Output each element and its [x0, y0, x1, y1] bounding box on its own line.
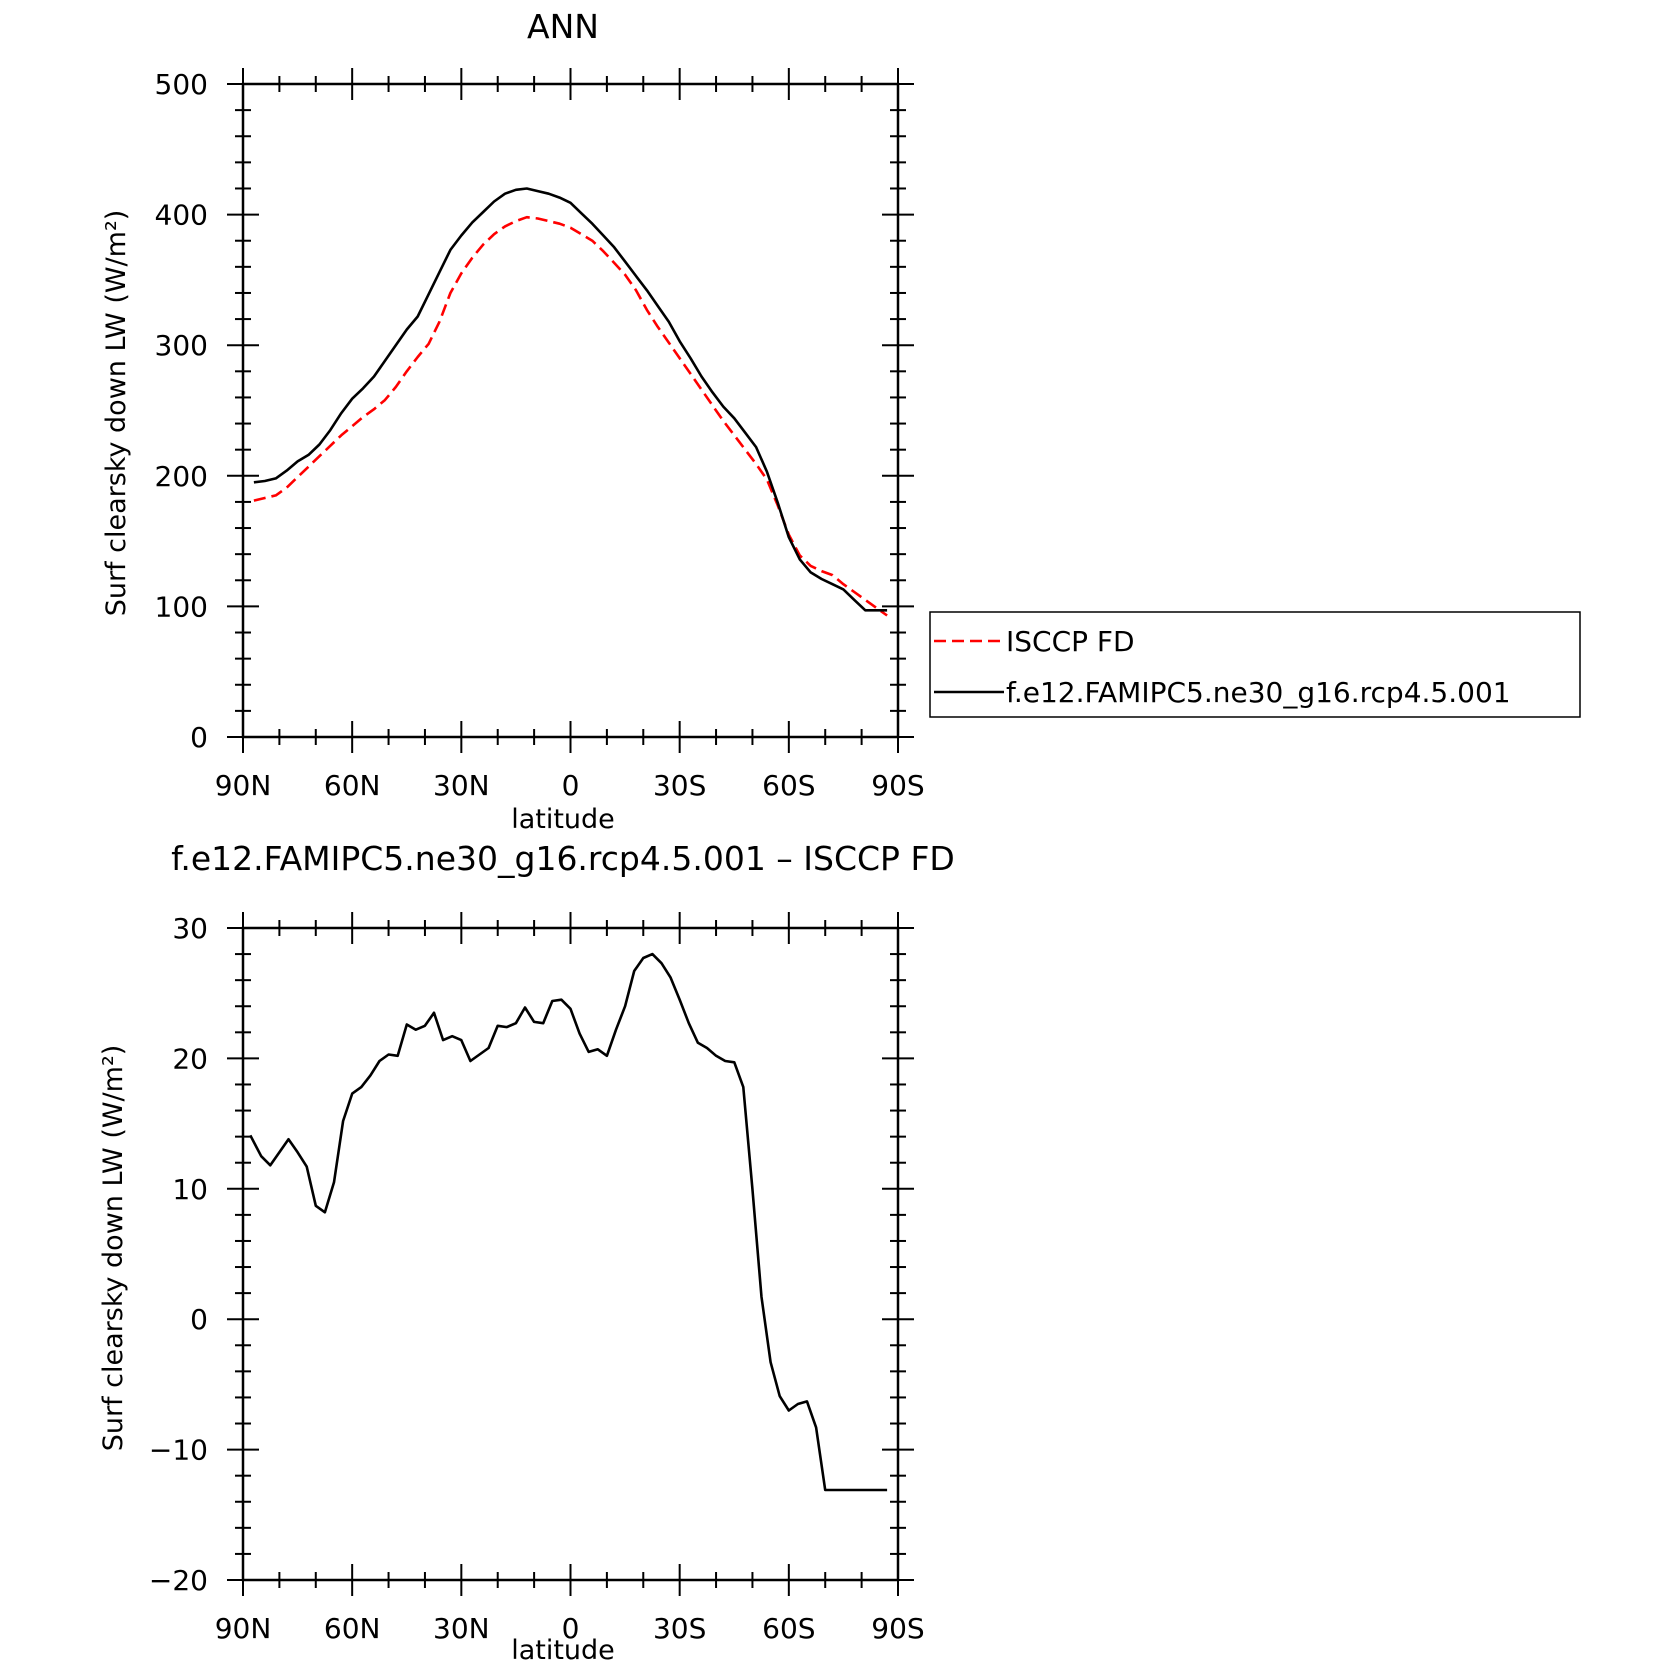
top-y-tick-label: 100 — [155, 590, 208, 623]
top-y-tick-label: 0 — [190, 721, 208, 754]
bottom-y-tick-label: 10 — [172, 1173, 208, 1206]
bottom-x-tick-label: 0 — [562, 1612, 580, 1645]
bottom-plot-frame — [241, 926, 900, 1582]
top-series-line-isccp-fd — [253, 215, 888, 617]
top-x-tick-label: 30S — [653, 769, 706, 802]
top-x-tick-label: 60S — [762, 769, 815, 802]
bottom-series-line-difference — [249, 952, 888, 1492]
top-series-group — [253, 187, 888, 617]
bottom-panel: f.e12.FAMIPC5.ne30_g16.rcp4.5.001 – ISCC… — [98, 839, 955, 1666]
legend: ISCCP FD f.e12.FAMIPC5.ne30_g16.rcp4.5.0… — [929, 611, 1581, 718]
top-x-tick-label: 0 — [562, 769, 580, 802]
bottom-chart-title: f.e12.FAMIPC5.ne30_g16.rcp4.5.001 – ISCC… — [171, 839, 955, 878]
bottom-series-group — [249, 952, 888, 1492]
bottom-y-tick-label: 30 — [172, 912, 208, 945]
top-y-tick-label: 400 — [155, 199, 208, 232]
bottom-y-axis-label: Surf clearsky down LW (W/m²) — [98, 1045, 129, 1452]
top-y-tick-label: 300 — [155, 329, 208, 362]
bottom-x-axis-label: latitude — [511, 1635, 615, 1666]
legend-label-isccp: ISCCP FD — [1006, 625, 1135, 658]
top-y-axis-label: Surf clearsky down LW (W/m²) — [101, 210, 132, 617]
top-x-tick-label: 30N — [433, 769, 490, 802]
legend-label-model: f.e12.FAMIPC5.ne30_g16.rcp4.5.001 — [1006, 676, 1511, 709]
bottom-x-tick-label: 90S — [871, 1612, 924, 1645]
bottom-x-tick-label: 30N — [433, 1612, 490, 1645]
top-x-tick-label: 60N — [324, 769, 381, 802]
bottom-x-tick-label: 90N — [215, 1612, 272, 1645]
top-chart-title: ANN — [527, 7, 599, 46]
bottom-x-tick-label: 30S — [653, 1612, 706, 1645]
bottom-x-tick-label: 60N — [324, 1612, 381, 1645]
bottom-x-tick-label: 60S — [762, 1612, 815, 1645]
top-y-tick-label: 200 — [155, 460, 208, 493]
top-x-tick-label: 90S — [871, 769, 924, 802]
top-y-tick-label: 500 — [155, 68, 208, 101]
legend-box — [929, 611, 1581, 718]
top-x-axis-label: latitude — [511, 804, 615, 835]
top-plot-frame — [241, 82, 900, 739]
bottom-y-tick-label: −20 — [149, 1564, 208, 1597]
bottom-y-tick-label: −10 — [149, 1434, 208, 1467]
top-x-tick-label: 90N — [215, 769, 272, 802]
top-series-line-f-e12-famipc5-ne30-g16-rcp4-5-001 — [253, 187, 888, 612]
bottom-y-tick-label: 0 — [190, 1303, 208, 1336]
bottom-y-tick-label: 20 — [172, 1042, 208, 1075]
